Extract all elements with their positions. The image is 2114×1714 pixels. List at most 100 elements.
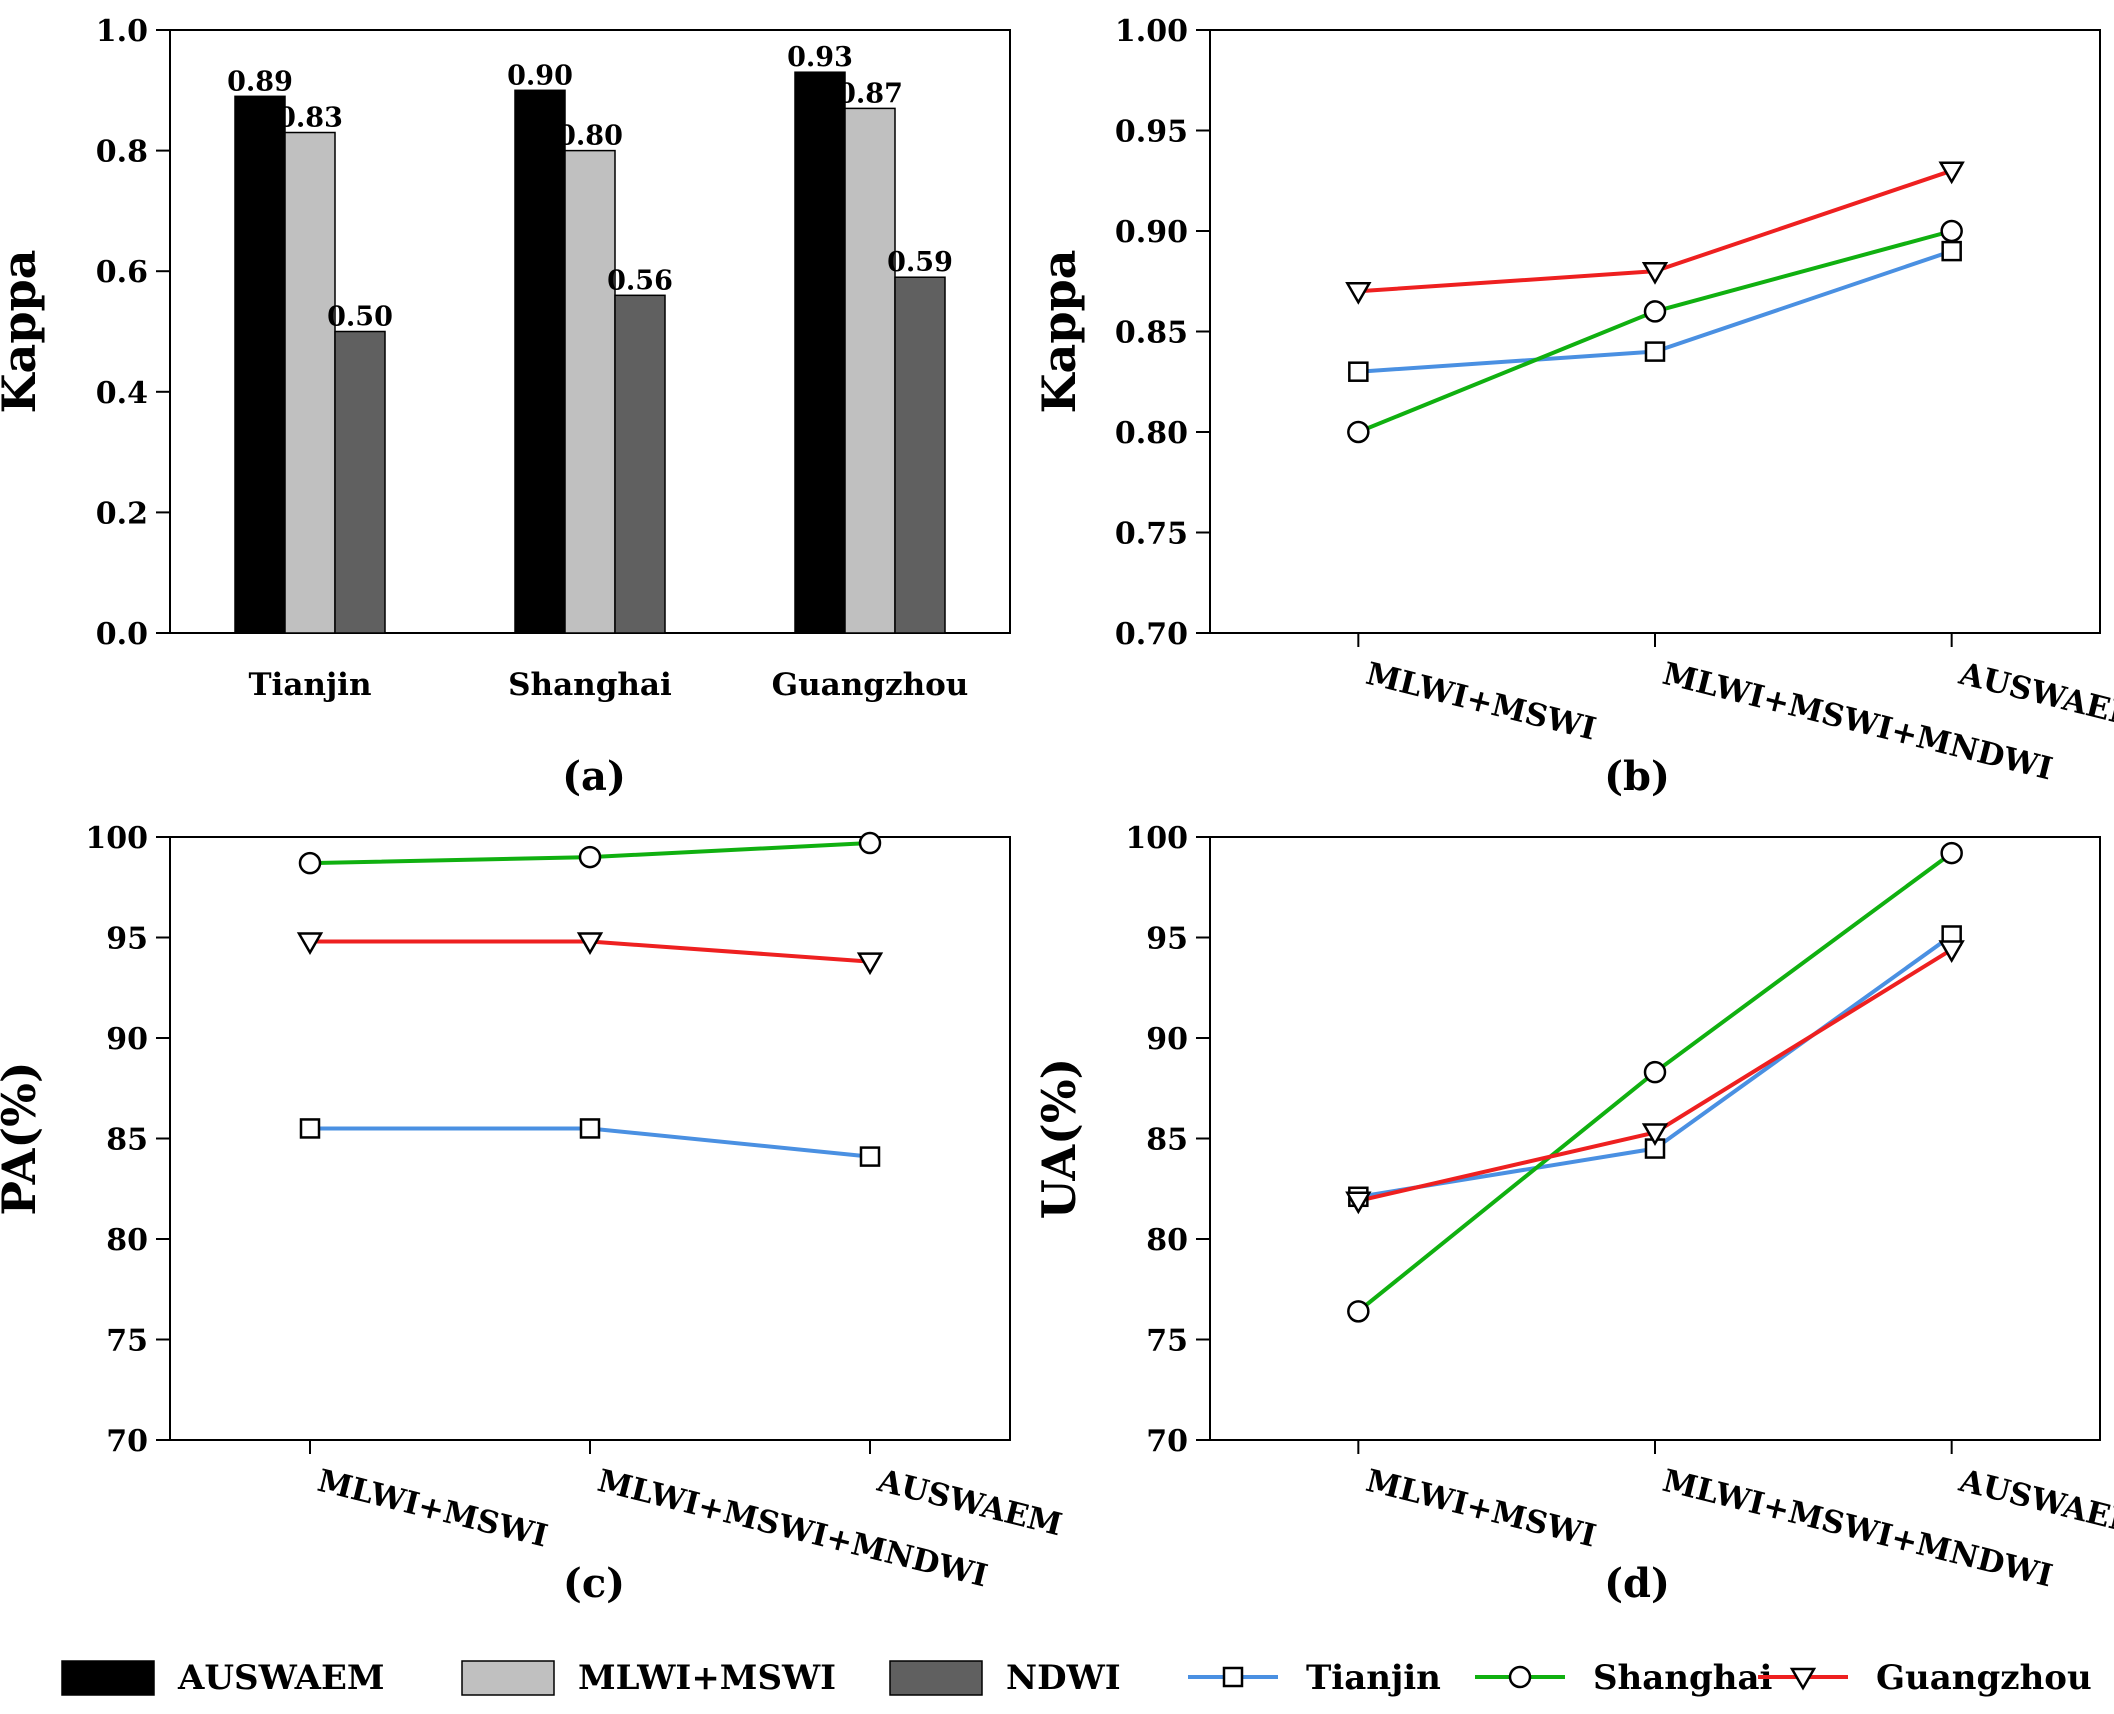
legend-label: Shanghai	[1593, 1658, 1773, 1698]
x-category-label: MLWI+MSWI	[1362, 1463, 1599, 1555]
y-tick-label: 0.75	[1115, 517, 1188, 552]
data-point-shanghai	[298, 851, 322, 875]
legend-marker	[1508, 1665, 1532, 1689]
data-point-shanghai	[1643, 1060, 1667, 1084]
bar	[844, 107, 896, 634]
bar	[794, 71, 846, 634]
bar-data-label: 0.89	[227, 66, 293, 97]
y-tick-label: 100	[85, 821, 148, 856]
y-axis-label: PA(%)	[0, 1061, 46, 1215]
panel-label: (a)	[562, 753, 626, 800]
data-point-guangzhou	[576, 932, 604, 956]
data-point-guangzhou	[856, 952, 884, 976]
data-point-shanghai	[858, 831, 882, 855]
legend-label: Tianjin	[1306, 1658, 1441, 1698]
data-point-guangzhou	[1938, 161, 1965, 185]
bar-data-label: 0.59	[887, 247, 953, 278]
panel-a-bar-chart: 0.0 0.2 0.4 0.6 0.8 1.0 Kappa (a) 0.89 0.83 0.50 Ti…	[0, 14, 1011, 800]
panel-label: (b)	[1604, 753, 1670, 800]
data-point-shanghai	[1347, 420, 1370, 444]
x-category-label: AUSWAEM	[1955, 1463, 2114, 1544]
series-line-shanghai	[1357, 229, 1953, 434]
plot-frame	[1209, 29, 2101, 634]
data-point-guangzhou	[1345, 282, 1372, 305]
bar-data-label: 0.90	[507, 60, 573, 91]
y-tick-label: 0.6	[96, 255, 148, 290]
panel-label: (d)	[1604, 1560, 1670, 1607]
bar	[614, 294, 666, 634]
panel-b-kappa-line-chart: 0.70 0.75 0.80 0.85 0.90 0.95 1.00 Kappa (b)MLWI…	[1032, 14, 2114, 800]
bar-data-label: 0.83	[277, 103, 343, 134]
y-tick-label: 95	[1146, 922, 1188, 957]
x-category-label: AUSWAEM	[873, 1463, 1065, 1544]
x-category-label: Shanghai	[508, 667, 672, 703]
y-tick-label: 75	[106, 1324, 148, 1359]
data-point-shanghai	[1940, 219, 1963, 243]
y-tick-label: 70	[106, 1424, 148, 1459]
data-point-tianjin	[299, 1118, 321, 1139]
bar	[894, 276, 946, 634]
bar-data-label: 0.50	[327, 302, 393, 333]
legend-swatch	[889, 1660, 983, 1696]
data-point-shanghai	[1940, 841, 1963, 865]
x-category-label: MLWI+MSWI	[1362, 656, 1599, 748]
y-tick-label: 1.0	[96, 14, 148, 49]
panel-label: (c)	[563, 1560, 625, 1607]
legend-swatch	[61, 1660, 155, 1696]
y-axis-label: UA(%)	[1032, 1058, 1086, 1220]
y-tick-label: 0.80	[1115, 416, 1188, 451]
y-tick-label: 70	[1146, 1424, 1188, 1459]
y-axis-label: Kappa	[0, 250, 46, 414]
legend-label: NDWI	[1006, 1658, 1121, 1698]
y-tick-label: 100	[1125, 821, 1188, 856]
y-axis-label: Kappa	[1032, 250, 1086, 414]
bar-data-label: 0.56	[607, 265, 673, 296]
y-tick-label: 80	[106, 1223, 148, 1258]
bar	[284, 131, 336, 634]
y-tick-label: 95	[106, 922, 148, 957]
x-category-label: AUSWAEM	[1955, 656, 2114, 737]
data-point-guangzhou	[1641, 261, 1669, 285]
y-tick-label: 90	[1146, 1022, 1188, 1057]
x-category-label: Guangzhou	[772, 667, 969, 703]
data-point-guangzhou	[1641, 1123, 1669, 1146]
legend-marker	[1789, 1667, 1817, 1691]
data-point-guangzhou	[296, 932, 324, 956]
y-tick-label: 80	[1146, 1223, 1188, 1258]
y-tick-label: 0.85	[1115, 316, 1188, 351]
x-category-label: MLWI+MSWI	[314, 1463, 551, 1555]
bar	[334, 330, 386, 634]
y-tick-label: 75	[1146, 1324, 1188, 1359]
data-point-tianjin	[1348, 361, 1369, 382]
y-tick-label: 1.00	[1115, 14, 1188, 49]
y-tick-label: 0.70	[1115, 617, 1188, 652]
data-point-guangzhou	[1345, 1191, 1372, 1215]
legend-label: MLWI+MSWI	[578, 1658, 836, 1698]
bar	[514, 89, 566, 634]
y-tick-label: 85	[1146, 1123, 1188, 1158]
bar-data-label: 0.93	[787, 42, 853, 73]
legend: AUSWAEM MLWI+MSWI NDWI Tianjin Shanghai Guang…	[61, 1658, 2092, 1698]
legend-swatch	[461, 1660, 555, 1696]
y-tick-label: 0.4	[96, 376, 148, 411]
data-point-tianjin	[1644, 341, 1666, 362]
y-tick-label: 0.0	[96, 617, 148, 652]
bar-data-label: 0.80	[557, 121, 623, 152]
legend-marker	[1222, 1666, 1244, 1688]
y-tick-label: 0.2	[96, 496, 148, 531]
bar-data-label: 0.87	[837, 78, 903, 109]
legend-label: Guangzhou	[1876, 1658, 2092, 1698]
data-point-tianjin	[859, 1146, 881, 1167]
y-tick-label: 0.8	[96, 135, 148, 170]
data-point-tianjin	[1941, 240, 1962, 262]
legend-label: AUSWAEM	[177, 1658, 385, 1698]
data-point-tianjin	[579, 1118, 601, 1139]
data-point-guangzhou	[1938, 940, 1965, 964]
y-tick-label: 0.90	[1115, 215, 1188, 250]
y-tick-label: 90	[106, 1022, 148, 1057]
data-point-shanghai	[1643, 300, 1667, 323]
y-tick-label: 85	[106, 1123, 148, 1158]
data-point-shanghai	[578, 845, 602, 869]
